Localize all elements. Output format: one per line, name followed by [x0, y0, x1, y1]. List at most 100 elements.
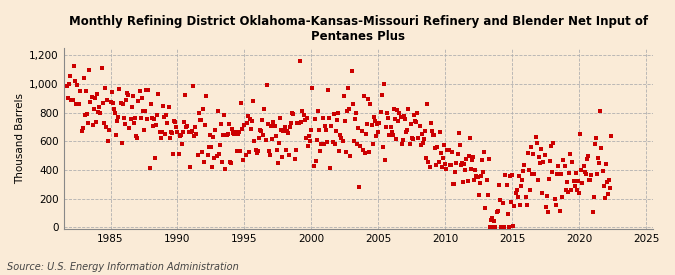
- Point: [178, 130, 188, 134]
- Point: [157, 104, 168, 108]
- Point: [160, 132, 171, 136]
- Point: [323, 88, 333, 92]
- Point: [447, 150, 458, 155]
- Point: [336, 135, 347, 140]
- Point: [191, 132, 202, 136]
- Point: [479, 149, 489, 154]
- Point: [105, 100, 116, 104]
- Point: [509, 204, 520, 208]
- Point: [218, 133, 229, 137]
- Point: [186, 129, 197, 133]
- Point: [502, 212, 513, 216]
- Point: [228, 131, 239, 135]
- Point: [537, 191, 547, 195]
- Point: [531, 141, 542, 145]
- Point: [433, 160, 444, 164]
- Point: [502, 183, 512, 187]
- Point: [215, 143, 225, 148]
- Point: [435, 151, 446, 156]
- Point: [391, 136, 402, 141]
- Point: [123, 93, 134, 97]
- Point: [279, 125, 290, 129]
- Point: [415, 143, 426, 147]
- Point: [350, 117, 360, 121]
- Point: [141, 87, 152, 92]
- Point: [473, 193, 484, 197]
- Point: [250, 148, 261, 153]
- Point: [578, 164, 589, 169]
- Point: [104, 128, 115, 132]
- Point: [182, 124, 193, 128]
- Point: [74, 102, 84, 106]
- Point: [113, 115, 124, 119]
- Point: [448, 182, 458, 186]
- Point: [568, 179, 579, 183]
- Point: [227, 126, 238, 131]
- Point: [439, 142, 450, 147]
- Point: [150, 156, 161, 160]
- Point: [606, 134, 617, 138]
- Point: [487, 216, 497, 220]
- Point: [163, 105, 174, 109]
- Point: [575, 132, 586, 136]
- Point: [128, 121, 139, 125]
- Point: [140, 109, 151, 113]
- Point: [372, 121, 383, 126]
- Point: [223, 122, 234, 126]
- Point: [238, 157, 248, 162]
- Point: [344, 106, 354, 111]
- Point: [174, 134, 185, 138]
- Point: [396, 142, 407, 147]
- Point: [130, 116, 140, 120]
- Point: [512, 195, 523, 200]
- Point: [106, 90, 117, 94]
- Point: [463, 154, 474, 159]
- Point: [603, 192, 614, 196]
- Point: [477, 158, 487, 163]
- Point: [196, 150, 207, 154]
- Point: [232, 131, 243, 136]
- Point: [328, 111, 339, 116]
- Point: [468, 155, 479, 160]
- Point: [80, 88, 91, 93]
- Point: [184, 165, 195, 169]
- Point: [183, 130, 194, 134]
- Point: [75, 89, 86, 93]
- Point: [353, 126, 364, 130]
- Point: [536, 147, 547, 152]
- Point: [508, 224, 518, 228]
- Point: [314, 128, 325, 132]
- Point: [405, 122, 416, 126]
- Point: [449, 182, 460, 186]
- Point: [499, 225, 510, 229]
- Point: [601, 180, 612, 184]
- Point: [316, 142, 327, 146]
- Point: [379, 158, 390, 163]
- Point: [317, 116, 328, 120]
- Point: [68, 64, 79, 68]
- Point: [356, 129, 367, 133]
- Point: [252, 149, 263, 153]
- Point: [73, 102, 84, 106]
- Point: [80, 113, 90, 117]
- Point: [143, 88, 154, 92]
- Point: [342, 109, 352, 113]
- Point: [420, 129, 431, 133]
- Point: [86, 95, 97, 100]
- Point: [427, 129, 437, 133]
- Point: [591, 171, 602, 176]
- Point: [540, 205, 551, 209]
- Point: [244, 150, 254, 155]
- Point: [237, 126, 248, 131]
- Point: [281, 129, 292, 133]
- Point: [577, 181, 588, 186]
- Point: [144, 166, 155, 170]
- Point: [543, 210, 554, 214]
- Point: [452, 152, 463, 156]
- Point: [348, 138, 359, 143]
- Point: [533, 178, 543, 182]
- Point: [199, 160, 210, 164]
- Point: [385, 125, 396, 130]
- Point: [493, 182, 504, 187]
- Point: [77, 125, 88, 130]
